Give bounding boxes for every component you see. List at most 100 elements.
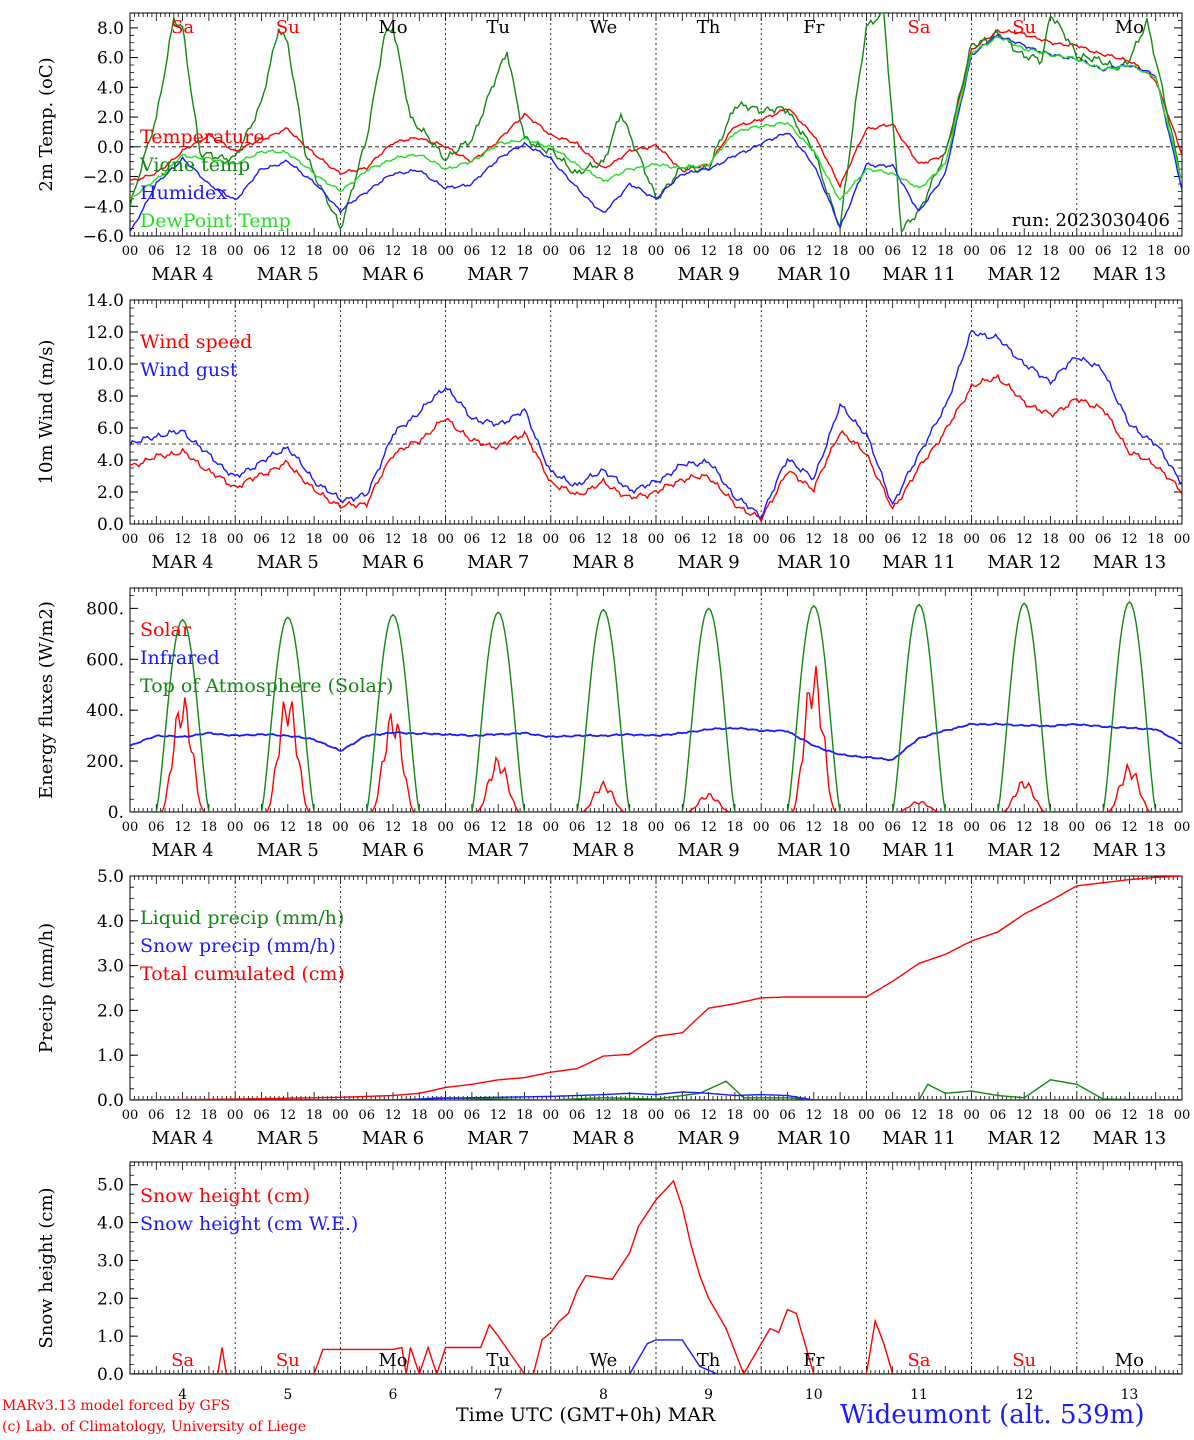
series-wind-gust — [130, 329, 1182, 519]
x-axis-month: MAR — [667, 1404, 716, 1426]
series-wind-speed — [130, 373, 1182, 524]
y-tick-label: 0.0 — [97, 515, 124, 535]
hour-label: 12 — [1016, 1108, 1033, 1123]
date-label: MAR 4 — [152, 552, 214, 573]
date-label: MAR 12 — [987, 840, 1061, 861]
hour-label: 00 — [437, 820, 454, 835]
hour-label: 18 — [516, 244, 533, 259]
series-snow-height-cm-w-e — [130, 1339, 1182, 1374]
y-tick-label: 12.0 — [86, 323, 124, 343]
date-number: 12 — [1015, 1387, 1033, 1403]
hour-label: 12 — [595, 1108, 612, 1123]
y-tick-label: 2.0 — [97, 108, 124, 128]
hour-label: 06 — [779, 244, 796, 259]
hour-label: 12 — [280, 820, 297, 835]
day-label: Sa — [907, 17, 930, 38]
y-tick-label: 10.0 — [86, 355, 124, 375]
y-tick-label: 8.0 — [97, 19, 124, 39]
hour-label: 12 — [174, 820, 191, 835]
date-label: MAR 8 — [572, 264, 634, 285]
hour-label: 06 — [358, 1108, 375, 1123]
date-label: MAR 9 — [678, 264, 740, 285]
hour-label: 00 — [332, 1108, 349, 1123]
hour-label: 06 — [1095, 244, 1112, 259]
hour-label: 06 — [674, 244, 691, 259]
series-group — [130, 876, 1182, 1100]
hour-label: 12 — [700, 244, 717, 259]
hour-label: 12 — [700, 820, 717, 835]
lab-credit: (c) Lab. of Climatology, University of L… — [2, 1419, 307, 1435]
hour-label: 18 — [832, 820, 849, 835]
hour-label: 12 — [174, 532, 191, 547]
hour-label: 18 — [1147, 820, 1164, 835]
hour-label: 00 — [858, 820, 875, 835]
series-group — [130, 600, 1182, 812]
hour-label: 00 — [963, 532, 980, 547]
hour-label: 18 — [201, 1108, 218, 1123]
y-tick-label: 0.0 — [97, 1091, 124, 1111]
hour-label: 06 — [148, 820, 165, 835]
hour-label: 06 — [779, 1108, 796, 1123]
date-label: MAR 11 — [882, 552, 956, 573]
legend-series-humidex: Humidex — [140, 182, 227, 204]
y-tick-label: 4.0 — [97, 1214, 124, 1234]
date-label: MAR 10 — [777, 264, 851, 285]
legend-series-liquid-precip-mm-h: Liquid precip (mm/h) — [140, 907, 344, 929]
hour-label: 18 — [727, 820, 744, 835]
hour-label: 00 — [858, 244, 875, 259]
day-label: Mo — [378, 1350, 407, 1371]
hour-label: 00 — [543, 1108, 560, 1123]
hour-label: 18 — [1042, 244, 1059, 259]
time-ticks — [129, 13, 1183, 236]
hour-label: 12 — [700, 1108, 717, 1123]
day-label: Fr — [803, 1350, 824, 1371]
time-ticks — [129, 300, 1183, 524]
hour-label: 12 — [490, 244, 507, 259]
hour-label: 06 — [464, 820, 481, 835]
date-label: MAR 12 — [987, 264, 1061, 285]
hour-label: 00 — [122, 820, 139, 835]
hour-label: 00 — [332, 532, 349, 547]
day-label: Su — [1012, 1350, 1036, 1371]
date-label: MAR 11 — [882, 840, 956, 861]
day-label: Tu — [486, 1350, 510, 1371]
y-axis-label: Precip (mm/h) — [36, 923, 57, 1053]
hour-label: 00 — [122, 1108, 139, 1123]
hour-label: 06 — [464, 532, 481, 547]
date-label: MAR 4 — [152, 264, 214, 285]
hour-label: 12 — [280, 1108, 297, 1123]
y-axis-label: 10m Wind (m/s) — [36, 340, 57, 485]
hour-label: 18 — [516, 1108, 533, 1123]
day-label: Sa — [171, 1350, 194, 1371]
hour-label: 12 — [595, 820, 612, 835]
date-number: 13 — [1120, 1387, 1138, 1403]
hour-label: 18 — [937, 1108, 954, 1123]
date-label: MAR 9 — [678, 1128, 740, 1149]
y-tick-label: −4.0 — [83, 197, 124, 217]
hour-label: 00 — [753, 820, 770, 835]
hour-label: 00 — [437, 244, 454, 259]
date-number: 8 — [599, 1387, 608, 1403]
hour-label: 00 — [227, 1108, 244, 1123]
hour-label: 18 — [411, 532, 428, 547]
date-label: MAR 7 — [467, 552, 529, 573]
series-snow-height-cm — [130, 1179, 1182, 1374]
hour-label: 00 — [543, 820, 560, 835]
hour-label: 06 — [779, 532, 796, 547]
hour-label: 06 — [884, 820, 901, 835]
hour-label: 12 — [174, 244, 191, 259]
hour-label: 18 — [832, 1108, 849, 1123]
series-group — [130, 13, 1182, 234]
hour-label: 18 — [411, 244, 428, 259]
date-label: MAR 7 — [467, 1128, 529, 1149]
y-axis-label: 2m Temp. (oC) — [36, 57, 57, 191]
hour-label: 18 — [937, 244, 954, 259]
day-label: Su — [1012, 17, 1036, 38]
y-tick-label: 6.0 — [97, 419, 124, 439]
hour-label: 18 — [1042, 1108, 1059, 1123]
hour-label: 00 — [543, 532, 560, 547]
x-axis-label: Time UTC (GMT+0h) MAR — [456, 1404, 715, 1426]
hour-label: 00 — [963, 1108, 980, 1123]
hour-label: 00 — [122, 244, 139, 259]
hour-label: 12 — [385, 532, 402, 547]
